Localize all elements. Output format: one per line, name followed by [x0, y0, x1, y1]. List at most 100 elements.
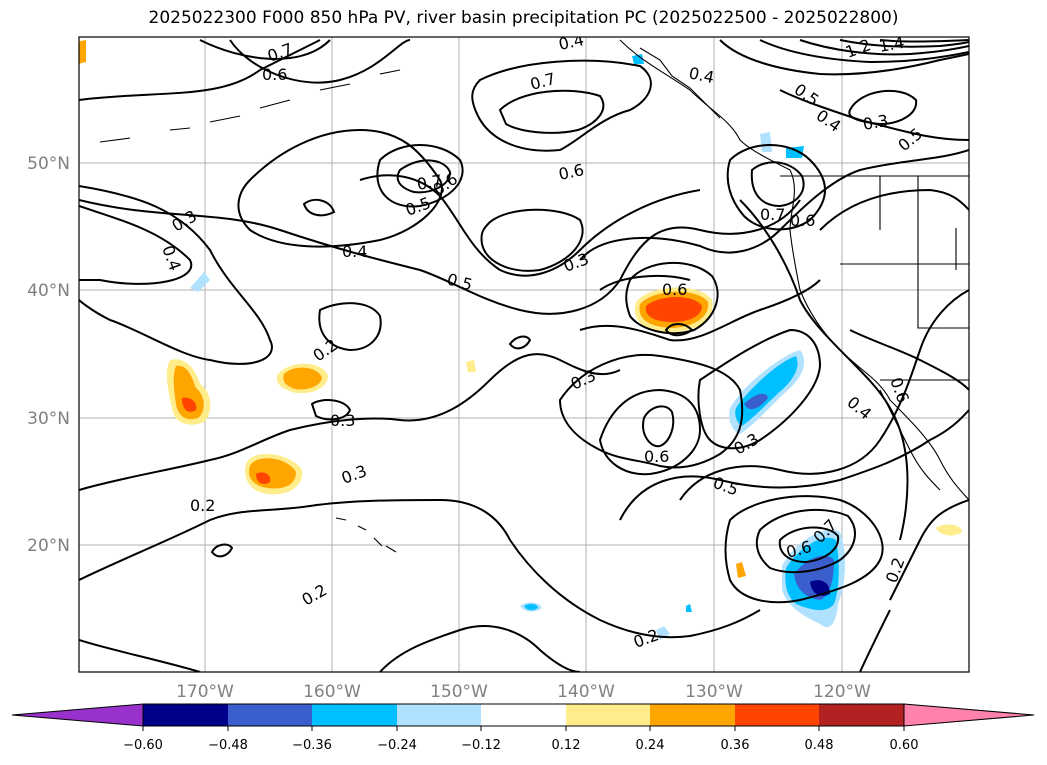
contour-label: 0.6: [662, 280, 687, 299]
pv-contour: [839, 39, 969, 48]
pv-contour: [848, 89, 918, 126]
pv-contour: [79, 498, 761, 639]
colorbar-segment: [566, 704, 650, 726]
pv-contour: [79, 199, 801, 315]
lon-tick-label: 120°W: [813, 682, 871, 702]
pv-contour: [599, 274, 691, 291]
hawaii-islands: [335, 517, 397, 553]
pv-contour: [664, 323, 694, 337]
colorbar: −0.60 −0.48 −0.36 −0.24 −0.12 0.12 0.24 …: [11, 703, 1035, 753]
colorbar-segment: [650, 704, 735, 726]
pv-contour: [498, 89, 605, 134]
precip-negative-area: [524, 603, 538, 611]
colorbar-extend-max: [903, 703, 1035, 727]
precip-positive-area: [256, 472, 271, 484]
pv-contour: [237, 128, 443, 248]
pv-contour: [799, 39, 969, 56]
lat-tick-label: 20°N: [27, 536, 70, 556]
precip-negative-area: [190, 272, 210, 292]
contour-label: 0.6: [557, 160, 586, 184]
colorbar-tick-label: −0.12: [461, 738, 501, 753]
precip-positive-area: [936, 524, 962, 536]
pv-contour: [508, 335, 532, 350]
colorbar-extend-min: [11, 703, 144, 727]
pv-contour: [302, 198, 336, 217]
pv-contour: [318, 302, 382, 352]
pv-contour: [79, 353, 621, 491]
precip-positive-area: [182, 397, 197, 412]
colorbar-tick-label: 0.60: [890, 738, 919, 753]
pv-contour: [697, 328, 822, 450]
contour-label: 0.3: [330, 411, 355, 430]
colorbar-segment: [819, 704, 904, 726]
colorbar-segment: [481, 704, 566, 726]
lat-tick-label: 40°N: [27, 281, 70, 301]
pv-contour: [759, 39, 969, 64]
pv-contour: [79, 639, 201, 672]
lon-tick-label: 150°W: [430, 682, 488, 702]
longitude-labels: 170°W 160°W 150°W 140°W 130°W 120°W: [176, 682, 871, 702]
pv-contour: [849, 329, 969, 391]
pv-contour: [739, 199, 909, 541]
contour-label: 0.4: [557, 30, 586, 54]
coastlines: [99, 39, 969, 553]
colorbar-tick-label: 0.48: [805, 738, 834, 753]
contour-label: 0.7: [415, 171, 443, 194]
pv-contour: [598, 388, 702, 476]
colorbar-segment: [312, 704, 397, 726]
lon-tick-label: 130°W: [685, 682, 743, 702]
pv-contour: [642, 405, 675, 448]
colorbar-tick-label: 0.36: [721, 738, 750, 753]
colorbar-tick-label: −0.48: [208, 738, 248, 753]
map-frame: [78, 36, 970, 673]
precip-positive-area: [466, 360, 476, 372]
contour-label: 0.7: [760, 205, 785, 224]
pv-contour: [558, 354, 744, 469]
pv-contour: [480, 208, 584, 272]
pv-contour: [79, 185, 273, 365]
pv-contour: [619, 409, 969, 521]
precip-negative-area: [686, 604, 692, 612]
colorbar-outline: [142, 703, 905, 727]
colorbar-segment: [228, 704, 312, 726]
contour-label: 0.6: [262, 65, 287, 84]
pv-contour: [726, 144, 826, 231]
pv-contour: [379, 625, 581, 672]
contour-label: 0.4: [342, 242, 367, 261]
pv-contour: [396, 159, 452, 194]
pv-contour: [625, 262, 719, 335]
pv-contour: [778, 526, 840, 564]
alaska-coastline: [639, 47, 721, 119]
precip-positive-area: [645, 297, 702, 322]
map-title: 2025022300 F000 850 hPa PV, river basin …: [148, 8, 899, 28]
pv-contour: [719, 39, 969, 76]
lon-tick-label: 140°W: [557, 682, 615, 702]
pv-contour: [310, 399, 352, 421]
pv-contour: [859, 609, 891, 672]
precip-positive-area: [79, 40, 86, 64]
contour-label: 0.6: [790, 211, 815, 230]
latitude-labels: 50°N 40°N 30°N 20°N: [27, 154, 70, 556]
precip-negative-area: [744, 393, 768, 410]
colorbar-segment: [143, 704, 228, 726]
lat-tick-label: 30°N: [27, 409, 70, 429]
map-panel: 0.4 0.7 0.6 0.7 0.4 0.5 0.4 1.2 1.4 0.3 …: [78, 30, 970, 673]
colorbar-ticks: [142, 726, 905, 731]
pv-contour: [750, 161, 805, 208]
colorbar-tick-label: 0.24: [636, 738, 665, 753]
contour-label: 0.3: [861, 111, 889, 134]
colorbar-tick-label: 0.12: [552, 738, 581, 753]
precip-negative-area: [632, 54, 644, 64]
pv-contour: [210, 543, 234, 558]
precip-positive-area: [173, 365, 204, 420]
pv-contour: [755, 508, 856, 574]
precip-negative-area: [760, 132, 772, 152]
pv-contour: [359, 174, 701, 277]
contour-label: 1.4: [877, 33, 905, 56]
pv-contour: [229, 39, 411, 84]
precip-positive-area: [736, 562, 746, 578]
state-borders: [840, 176, 969, 329]
lon-tick-label: 160°W: [303, 682, 361, 702]
pv-contour: [879, 39, 969, 43]
